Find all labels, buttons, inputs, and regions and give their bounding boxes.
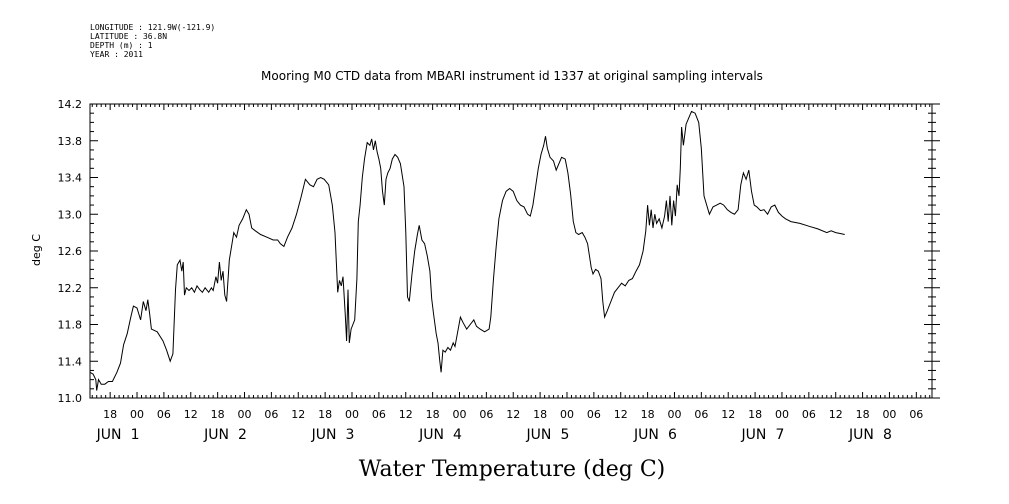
- x-hour-label: 12: [506, 408, 520, 421]
- x-hour-label: 00: [238, 408, 252, 421]
- x-axis-label: Water Temperature (deg C): [359, 457, 666, 482]
- x-day-number-label: 7: [776, 427, 785, 443]
- x-day-month-label: JUN: [741, 427, 767, 443]
- tick-labels: 11.011.411.812.212.613.013.413.814.218 00…: [58, 98, 924, 443]
- x-hour-label: 18: [533, 408, 547, 421]
- x-hour-label: 06: [694, 408, 708, 421]
- x-hour-label: 00: [667, 408, 681, 421]
- year-text: YEAR : 2011: [90, 50, 143, 59]
- x-hour-label: 18: [426, 408, 440, 421]
- x-hour-label: 06: [587, 408, 601, 421]
- y-tick-label: 11.0: [58, 392, 83, 405]
- y-tick-label: 12.2: [58, 282, 83, 295]
- y-tick-label: 13.8: [58, 135, 83, 148]
- x-day-month-label: JUN: [96, 427, 122, 443]
- x-day-month-label: JUN: [633, 427, 659, 443]
- x-day-month-label: JUN: [526, 427, 552, 443]
- x-hour-label: 06: [264, 408, 278, 421]
- y-tick-label: 14.2: [58, 98, 83, 111]
- x-hour-label: 06: [157, 408, 171, 421]
- x-day-number-label: 5: [561, 427, 570, 443]
- plot-frame: [89, 103, 933, 399]
- x-day-month-label: JUN: [203, 427, 229, 443]
- x-hour-label: 12: [399, 408, 413, 421]
- x-hour-label: 00: [560, 408, 574, 421]
- water-temperature-line: [89, 110, 845, 391]
- x-hour-label: 18: [318, 408, 332, 421]
- x-day-month-label: JUN: [848, 427, 874, 443]
- x-day-number-label: 1: [131, 427, 140, 443]
- x-day-number-label: 8: [883, 427, 892, 443]
- x-hour-label: 12: [184, 408, 198, 421]
- x-hour-label: 06: [909, 408, 923, 421]
- x-hour-label: 00: [130, 408, 144, 421]
- x-hour-label: 00: [775, 408, 789, 421]
- y-axis-label: deg C: [30, 234, 43, 266]
- x-day-month-label: JUN: [418, 427, 444, 443]
- y-tick-label: 11.4: [58, 355, 83, 368]
- x-hour-label: 00: [345, 408, 359, 421]
- x-hour-label: 00: [882, 408, 896, 421]
- axis-ticks: [90, 103, 940, 399]
- chart-title: Mooring M0 CTD data from MBARI instrumen…: [261, 69, 763, 83]
- x-hour-label: 18: [748, 408, 762, 421]
- x-hour-label: 12: [291, 408, 305, 421]
- x-hour-label: 06: [372, 408, 386, 421]
- x-hour-label: 00: [452, 408, 466, 421]
- y-tick-label: 11.8: [58, 319, 83, 332]
- x-hour-label: 06: [479, 408, 493, 421]
- x-hour-label: 18: [641, 408, 655, 421]
- x-hour-label: 12: [829, 408, 843, 421]
- metadata-block: LONGITUDE : 121.9W(-121.9) LATITUDE : 36…: [90, 23, 215, 59]
- depth-text: DEPTH (m) : 1: [90, 41, 153, 50]
- x-day-month-label: JUN: [311, 427, 337, 443]
- x-hour-label: 12: [614, 408, 628, 421]
- x-day-number-label: 3: [346, 427, 355, 443]
- x-day-number-label: 6: [668, 427, 677, 443]
- y-tick-label: 13.4: [58, 172, 83, 185]
- x-hour-label: 18: [856, 408, 870, 421]
- y-tick-label: 13.0: [58, 208, 83, 221]
- longitude-text: LONGITUDE : 121.9W(-121.9): [90, 23, 215, 32]
- x-hour-label: 12: [721, 408, 735, 421]
- x-hour-label: 18: [211, 408, 225, 421]
- x-hour-label: 06: [802, 408, 816, 421]
- latitude-text: LATITUDE : 36.8N: [90, 32, 167, 41]
- x-day-number-label: 4: [453, 427, 462, 443]
- x-hour-label: 18: [103, 408, 117, 421]
- x-day-number-label: 2: [238, 427, 247, 443]
- y-tick-label: 12.6: [58, 245, 83, 258]
